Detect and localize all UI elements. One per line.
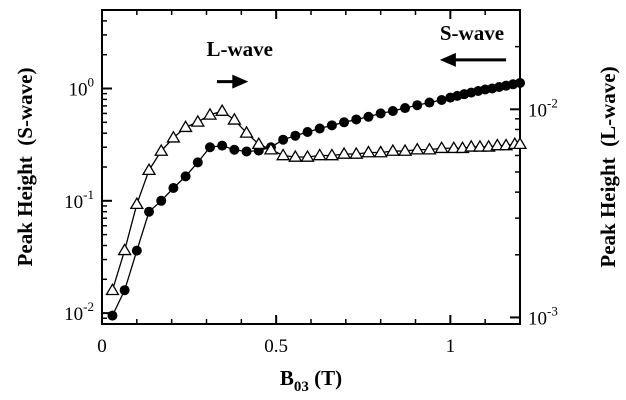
data-point (154, 143, 169, 156)
data-point (314, 123, 325, 134)
data-point (275, 148, 291, 161)
data-point (290, 130, 301, 141)
data-point (144, 206, 155, 217)
data-point (400, 103, 411, 114)
data-point (227, 112, 242, 125)
data-point (168, 183, 179, 194)
y-tick-label: 10-1 (64, 187, 94, 213)
data-point (512, 136, 528, 150)
data-point (202, 107, 218, 120)
x-axis-title: B03 (T) (280, 366, 342, 395)
annotation-label: L-wave (207, 37, 274, 61)
data-point (105, 283, 120, 296)
y-tick-label: 10-2 (64, 299, 94, 325)
data-point (324, 148, 340, 161)
data-point (204, 142, 215, 153)
y-tick-label: 100 (69, 75, 95, 101)
data-point (156, 195, 167, 206)
x-tick-label: 0 (97, 336, 107, 357)
data-point (446, 140, 461, 154)
data-point (131, 245, 142, 256)
y-axis-right: 10-3 10-2 (510, 9, 558, 329)
data-point (339, 117, 350, 128)
data-point (385, 143, 400, 156)
data-point (241, 146, 252, 157)
data-point (166, 130, 181, 143)
x-tick-label: 0.5 (264, 336, 288, 357)
data-point (412, 100, 423, 111)
annotation-label: S-wave (440, 21, 504, 45)
data-point (119, 285, 130, 296)
data-point (288, 149, 303, 162)
data-point (515, 77, 525, 88)
annotation-arrow-head (232, 74, 249, 89)
data-point (180, 171, 191, 182)
data-point (397, 143, 413, 156)
annotations: L-wave S-wave (207, 21, 507, 89)
data-point (107, 310, 118, 321)
data-point (278, 134, 289, 145)
y-tick-label: 10-2 (528, 95, 558, 121)
data-point (373, 145, 388, 158)
series-line-1 (111, 82, 521, 316)
data-point (263, 142, 279, 155)
data-point (363, 111, 374, 122)
data-point (312, 148, 327, 161)
data-point (349, 146, 364, 159)
data-point (302, 126, 313, 137)
data-point (434, 140, 449, 154)
y-left-axis-title: Peak Height (S-wave) (13, 68, 37, 267)
data-point (251, 136, 266, 150)
x-tick-label: 1 (446, 336, 456, 357)
data-point (239, 125, 254, 138)
data-point (375, 108, 386, 119)
data-point (217, 140, 228, 151)
data-point (178, 119, 193, 133)
series-layer (105, 77, 528, 321)
data-point (141, 162, 157, 176)
data-point (387, 106, 398, 117)
data-point (472, 139, 488, 152)
data-point (361, 145, 376, 158)
data-point (424, 97, 435, 108)
data-point (129, 196, 144, 210)
y-right-axis-title: Peak Height (L-wave) (596, 66, 620, 267)
data-point (464, 139, 479, 152)
plot-frame (101, 9, 521, 325)
data-point (410, 142, 425, 155)
data-point (436, 94, 447, 105)
data-point (190, 114, 205, 127)
data-point (490, 138, 505, 151)
annotation-arrow-head (439, 52, 456, 67)
data-point (326, 120, 337, 131)
y-tick-label: 10-3 (528, 303, 558, 329)
x-axis: 0 0.5 1 (97, 10, 486, 357)
data-point (422, 142, 437, 155)
y-axis-left: 10-2 10-1 100 (64, 9, 112, 325)
data-point (215, 103, 230, 116)
data-point (229, 144, 240, 155)
data-point (192, 157, 203, 168)
data-point (351, 114, 362, 125)
data-point (336, 146, 352, 159)
data-point (117, 243, 132, 256)
data-point (300, 149, 315, 162)
